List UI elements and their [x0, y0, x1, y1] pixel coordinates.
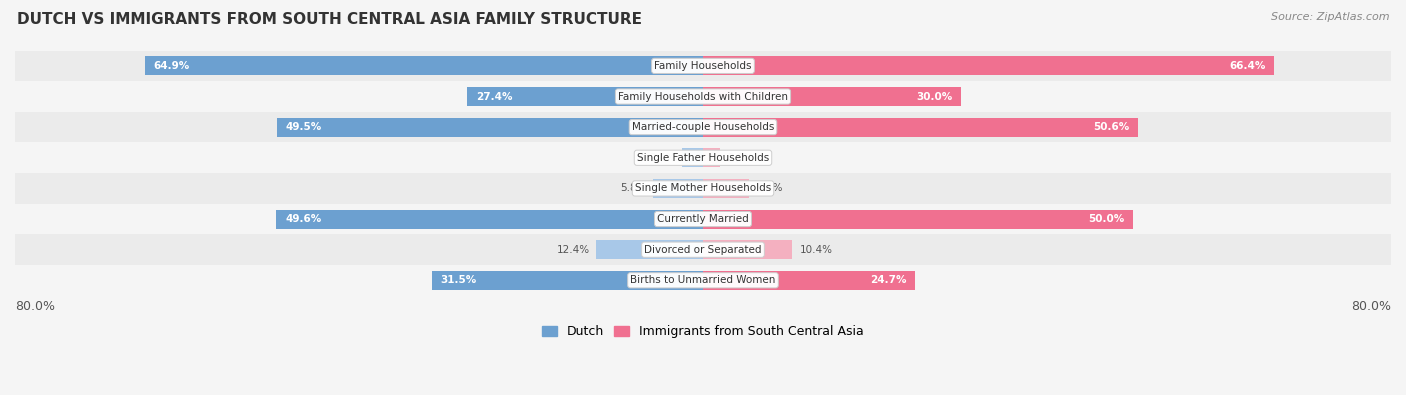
- Bar: [703, 210, 1133, 229]
- Text: 66.4%: 66.4%: [1229, 61, 1265, 71]
- Text: 24.7%: 24.7%: [870, 275, 907, 285]
- Text: Family Households with Children: Family Households with Children: [619, 92, 787, 102]
- Text: Currently Married: Currently Married: [657, 214, 749, 224]
- Bar: [15, 81, 1391, 112]
- Bar: [277, 210, 703, 229]
- Bar: [15, 234, 1391, 265]
- Text: 12.4%: 12.4%: [557, 245, 589, 255]
- Text: Married-couple Households: Married-couple Households: [631, 122, 775, 132]
- Text: Single Mother Households: Single Mother Households: [636, 183, 770, 194]
- Bar: [15, 173, 1391, 204]
- Text: Source: ZipAtlas.com: Source: ZipAtlas.com: [1271, 12, 1389, 22]
- Bar: [15, 112, 1391, 143]
- Text: 2.4%: 2.4%: [650, 153, 675, 163]
- Text: 64.9%: 64.9%: [153, 61, 190, 71]
- Bar: [432, 271, 703, 290]
- Bar: [703, 240, 793, 259]
- Bar: [703, 271, 915, 290]
- Text: 50.0%: 50.0%: [1088, 214, 1125, 224]
- Text: 80.0%: 80.0%: [15, 300, 55, 313]
- Text: 30.0%: 30.0%: [917, 92, 952, 102]
- Bar: [703, 148, 720, 167]
- Text: 49.6%: 49.6%: [285, 214, 322, 224]
- Bar: [703, 87, 960, 106]
- Text: 2.0%: 2.0%: [727, 153, 754, 163]
- Bar: [15, 51, 1391, 81]
- Text: Family Households: Family Households: [654, 61, 752, 71]
- Text: DUTCH VS IMMIGRANTS FROM SOUTH CENTRAL ASIA FAMILY STRUCTURE: DUTCH VS IMMIGRANTS FROM SOUTH CENTRAL A…: [17, 12, 643, 27]
- Bar: [15, 265, 1391, 295]
- Text: Single Father Households: Single Father Households: [637, 153, 769, 163]
- Bar: [654, 179, 703, 198]
- Bar: [703, 56, 1274, 75]
- Text: 5.4%: 5.4%: [756, 183, 783, 194]
- Text: 50.6%: 50.6%: [1094, 122, 1129, 132]
- Bar: [703, 118, 1139, 137]
- Bar: [596, 240, 703, 259]
- Bar: [277, 118, 703, 137]
- Text: 31.5%: 31.5%: [440, 275, 477, 285]
- Bar: [467, 87, 703, 106]
- Text: 49.5%: 49.5%: [285, 122, 322, 132]
- Text: Divorced or Separated: Divorced or Separated: [644, 245, 762, 255]
- Text: 10.4%: 10.4%: [800, 245, 832, 255]
- Bar: [682, 148, 703, 167]
- Bar: [703, 179, 749, 198]
- Legend: Dutch, Immigrants from South Central Asia: Dutch, Immigrants from South Central Asi…: [537, 320, 869, 343]
- Text: 5.8%: 5.8%: [620, 183, 647, 194]
- Bar: [15, 143, 1391, 173]
- Bar: [15, 204, 1391, 234]
- Text: Births to Unmarried Women: Births to Unmarried Women: [630, 275, 776, 285]
- Text: 27.4%: 27.4%: [477, 92, 512, 102]
- Bar: [145, 56, 703, 75]
- Text: 80.0%: 80.0%: [1351, 300, 1391, 313]
